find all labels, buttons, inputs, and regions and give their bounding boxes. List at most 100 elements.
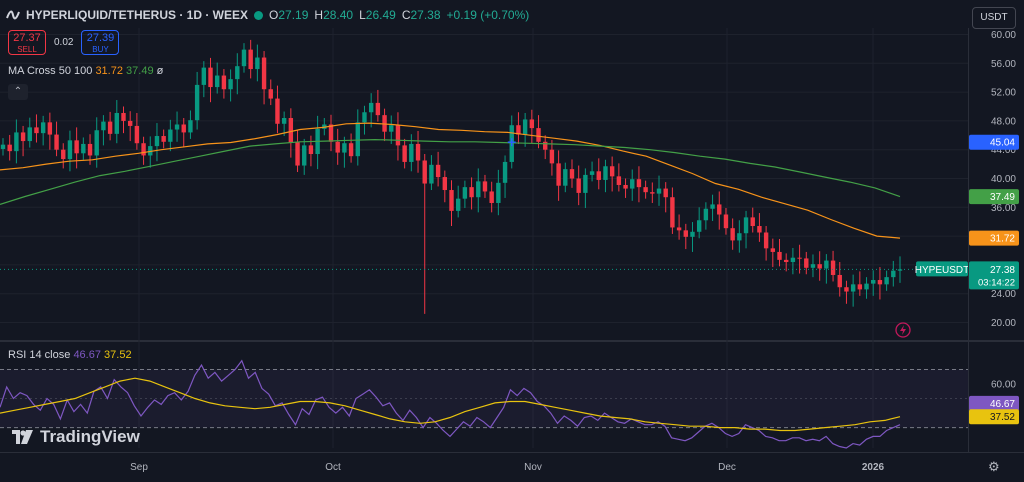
candle-body bbox=[569, 169, 575, 179]
collapse-legend-button[interactable]: ⌃ bbox=[8, 84, 28, 100]
candle-body bbox=[221, 75, 227, 90]
sell-button[interactable]: 27.37 SELL bbox=[8, 30, 46, 55]
candle-body bbox=[101, 121, 106, 131]
last-price-tag-value: 27.38 bbox=[990, 265, 1015, 276]
rsi-value-tag-text: 37.52 bbox=[990, 412, 1015, 423]
price-tag-bg bbox=[969, 134, 1019, 150]
candle-body bbox=[850, 284, 856, 292]
candle-body bbox=[891, 270, 896, 278]
symbol-title[interactable]: HYPERLIQUID/TETHERUS · 1D · WEEX bbox=[26, 8, 249, 22]
candle-body bbox=[502, 161, 508, 183]
candle-body bbox=[61, 149, 66, 160]
candle-countdown: 03:14:22 bbox=[978, 277, 1015, 288]
buy-price: 27.39 bbox=[86, 32, 115, 44]
market-status-icon bbox=[254, 10, 264, 20]
candle-body bbox=[784, 259, 789, 263]
rsi-ma-value: 37.52 bbox=[104, 349, 132, 361]
candle-body bbox=[168, 129, 173, 142]
candle-body bbox=[74, 140, 79, 154]
candle-body bbox=[563, 169, 568, 186]
candle-body bbox=[241, 49, 247, 67]
candle-body bbox=[375, 102, 381, 116]
time-tick-label: Nov bbox=[524, 462, 542, 473]
candle-body bbox=[395, 125, 401, 146]
rsi-line bbox=[0, 359, 901, 449]
candle-body bbox=[777, 251, 782, 260]
price-tick-label: 24.00 bbox=[991, 289, 1016, 300]
candle-body bbox=[194, 84, 200, 121]
candle-body bbox=[442, 177, 448, 191]
candle-body bbox=[255, 57, 260, 70]
candle-body bbox=[804, 258, 809, 268]
candle-body bbox=[462, 187, 468, 199]
candle-body bbox=[0, 144, 6, 149]
candle-body bbox=[215, 75, 220, 88]
candle-body bbox=[302, 145, 307, 166]
rsi-value-tag-bg bbox=[969, 409, 1019, 425]
ma-cross-legend[interactable]: MA Cross 50 100 31.72 37.49 ø bbox=[8, 65, 163, 77]
sell-label: SELL bbox=[17, 45, 37, 54]
candle-body bbox=[295, 142, 300, 166]
candle-body bbox=[830, 260, 836, 275]
candle-body bbox=[489, 191, 494, 203]
candle-body bbox=[20, 132, 26, 142]
candle-body bbox=[616, 176, 622, 185]
candle-body bbox=[897, 269, 903, 271]
tradingview-logo-icon bbox=[12, 430, 33, 444]
rsi-value: 46.67 bbox=[73, 349, 101, 361]
candle-body bbox=[382, 115, 387, 132]
candle-body bbox=[670, 197, 675, 228]
candle-body bbox=[770, 248, 776, 252]
candle-body bbox=[201, 67, 207, 85]
buy-button[interactable]: 27.39 BUY bbox=[81, 30, 120, 55]
candle-body bbox=[174, 124, 180, 130]
open-value: 27.19 bbox=[278, 8, 309, 22]
ma100-line bbox=[0, 138, 901, 205]
last-price-tag-bg bbox=[969, 261, 1019, 290]
candle-body bbox=[114, 112, 119, 134]
candle-body bbox=[27, 127, 32, 142]
chevron-up-icon: ⌃ bbox=[13, 86, 23, 97]
candle-body bbox=[389, 125, 394, 132]
exchange-logo-icon bbox=[6, 10, 20, 20]
candle-body bbox=[348, 143, 354, 157]
candle-body bbox=[824, 260, 829, 269]
candle-body bbox=[857, 284, 863, 290]
candle-body bbox=[717, 204, 722, 215]
rsi-value-tag-bg bbox=[969, 395, 1019, 411]
candle-body bbox=[864, 283, 869, 290]
change-value: +0.19 (+0.70%) bbox=[446, 8, 530, 22]
currency-button[interactable]: USDT bbox=[972, 7, 1016, 29]
candle-body bbox=[676, 227, 682, 231]
tradingview-logo[interactable]: TradingView bbox=[12, 427, 140, 447]
candle-body bbox=[837, 274, 842, 288]
candle-body bbox=[630, 179, 635, 189]
candle-body bbox=[522, 119, 528, 135]
candle-body bbox=[188, 120, 193, 133]
candle-body bbox=[121, 112, 126, 121]
candle-body bbox=[576, 178, 581, 193]
sell-price: 27.37 bbox=[13, 32, 41, 44]
candle-body bbox=[609, 166, 615, 177]
rsi-legend[interactable]: RSI 14 close 46.67 37.52 bbox=[8, 349, 132, 361]
candle-body bbox=[54, 134, 59, 150]
time-tick-label: Dec bbox=[718, 462, 736, 473]
open-label: O bbox=[269, 8, 279, 22]
candle-body bbox=[723, 214, 729, 229]
brand-name: TradingView bbox=[40, 427, 140, 446]
settings-gear-icon[interactable]: ⚙ bbox=[988, 459, 1000, 474]
candle-body bbox=[556, 163, 561, 186]
candle-body bbox=[7, 144, 12, 152]
flash-event-bolt bbox=[900, 325, 906, 335]
candle-body bbox=[877, 280, 883, 285]
price-tag-bg bbox=[969, 230, 1019, 246]
candle-body bbox=[589, 171, 595, 175]
candle-body bbox=[536, 128, 541, 142]
candle-body bbox=[415, 143, 421, 161]
candle-body bbox=[335, 141, 340, 153]
price-tick-label: 56.00 bbox=[991, 59, 1016, 70]
candle-body bbox=[422, 160, 427, 184]
candle-body bbox=[529, 119, 535, 129]
spread-value: 0.02 bbox=[54, 37, 74, 48]
